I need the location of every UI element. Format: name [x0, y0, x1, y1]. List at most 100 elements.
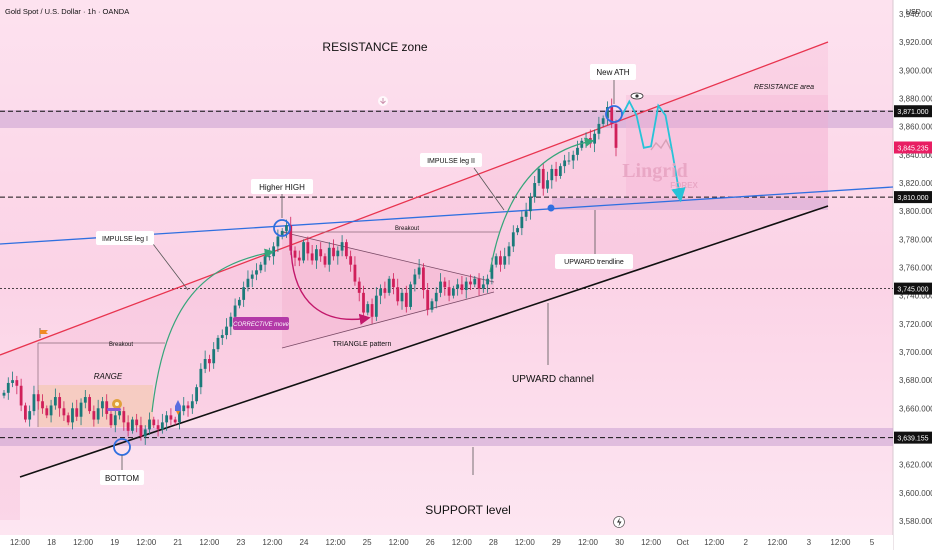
level-tag-bg — [894, 431, 932, 444]
impulse-arrow-2 — [489, 137, 595, 273]
x-tick-label: 26 — [426, 538, 435, 547]
candle-body — [96, 408, 100, 420]
candle-body — [494, 256, 498, 265]
candle-body — [340, 242, 344, 251]
upward-trendline-label: UPWARD trendline — [564, 259, 624, 266]
x-tick-label: 12:00 — [262, 538, 283, 547]
candle-body — [15, 380, 19, 386]
x-tick-label: 12:00 — [830, 538, 851, 547]
x-tick-label: 12:00 — [199, 538, 220, 547]
candle-body — [130, 419, 134, 431]
y-tick-label: 3,940.000 — [899, 10, 932, 19]
candle-body — [263, 256, 267, 265]
impulse1-leader — [149, 239, 189, 291]
higher-high-circle — [273, 219, 291, 237]
candle-body — [289, 225, 293, 251]
candle-body — [550, 168, 554, 181]
candle-body — [434, 292, 438, 302]
candle-body — [558, 166, 562, 176]
x-tick-label: 12:00 — [578, 538, 599, 547]
impulse1-label: IMPULSE leg I — [102, 236, 148, 243]
impulse-arrow-1 — [151, 248, 275, 413]
candle-body — [203, 359, 207, 369]
candle-body — [165, 415, 169, 423]
level-tag-bg — [894, 105, 932, 118]
candle-body — [520, 216, 524, 229]
candle-body — [336, 250, 340, 257]
candle-body — [511, 232, 515, 247]
impulse2-box — [420, 153, 482, 167]
x-tick-label: 12:00 — [389, 538, 410, 547]
candle-body — [486, 278, 490, 285]
bottom-label: BOTTOM — [105, 474, 139, 483]
candle-body — [225, 326, 228, 336]
candle-body — [143, 429, 147, 437]
candle-body — [392, 278, 395, 288]
x-tick-label: 12:00 — [704, 538, 725, 547]
candle-body — [490, 264, 494, 279]
level-tag-text: 3,871.000 — [897, 109, 928, 116]
candle-body — [323, 256, 327, 265]
candle-body — [83, 397, 87, 403]
candle-body — [362, 292, 365, 313]
x-tick-label: 2 — [744, 538, 749, 547]
candle-body — [216, 337, 220, 350]
x-tick-label: 5 — [870, 538, 875, 547]
candle-body — [319, 249, 323, 257]
candle-body — [366, 304, 370, 313]
snail-icon — [107, 399, 122, 411]
x-tick-label: 12:00 — [326, 538, 347, 547]
candle-body — [379, 288, 383, 296]
eye-icon — [630, 92, 644, 100]
candle-body — [409, 284, 412, 307]
candle-body — [332, 247, 335, 257]
candle-body — [439, 281, 442, 293]
candle-body — [387, 278, 391, 293]
logo-sub: FOREX — [670, 181, 698, 190]
candle-body — [310, 253, 314, 261]
candle-body — [503, 256, 507, 265]
candle-body — [208, 359, 211, 364]
candle-body — [404, 292, 408, 307]
lightning-icon — [613, 516, 625, 528]
y-tick-label: 3,680.000 — [899, 376, 932, 385]
resistance-trendline — [0, 41, 829, 356]
candle-body — [413, 274, 417, 285]
candle-body — [139, 425, 143, 437]
resistance-zone-label: RESISTANCE zone — [322, 40, 427, 54]
time-axis-panel — [0, 535, 893, 550]
candle-body — [118, 411, 121, 416]
y-tick-label: 3,760.000 — [899, 264, 932, 273]
candle-body — [122, 411, 126, 423]
candle-body — [516, 228, 519, 233]
candle-body — [156, 425, 160, 430]
candle-body — [199, 368, 203, 388]
new-ath-label: New ATH — [596, 68, 629, 77]
higher-high-label: Higher HIGH — [259, 183, 305, 192]
candle-body — [430, 301, 434, 310]
breakout-1-label: Breakout — [109, 342, 133, 348]
y-tick-label: 3,700.000 — [899, 348, 932, 357]
candle-body — [11, 380, 14, 383]
chart-title: Gold Spot / U.S. Dollar · 1h · OANDA — [5, 7, 129, 16]
candle-body — [315, 249, 318, 261]
candle-body — [182, 405, 186, 412]
support-zone-band — [0, 428, 893, 446]
level-tag-bg — [894, 191, 932, 204]
x-tick-label: 30 — [615, 538, 624, 547]
time-axis-ticks: 12:00 18 12:00 19 12:00 21 12:00 23 12:00 24 12:00… — [10, 538, 875, 547]
x-tick-label: 12:00 — [10, 538, 31, 547]
download-icon — [378, 96, 388, 106]
flip-marker-dot — [547, 204, 555, 212]
candle-body — [357, 281, 361, 293]
candle-body — [101, 401, 104, 409]
candle-body — [79, 402, 83, 417]
candle-body — [571, 154, 575, 161]
y-tick-label: 3,800.000 — [899, 207, 932, 216]
candle-body — [422, 267, 425, 291]
x-tick-label: 24 — [300, 538, 309, 547]
logo-crown-icon — [650, 138, 672, 151]
candle-body — [426, 290, 430, 310]
candle-body — [109, 413, 113, 426]
